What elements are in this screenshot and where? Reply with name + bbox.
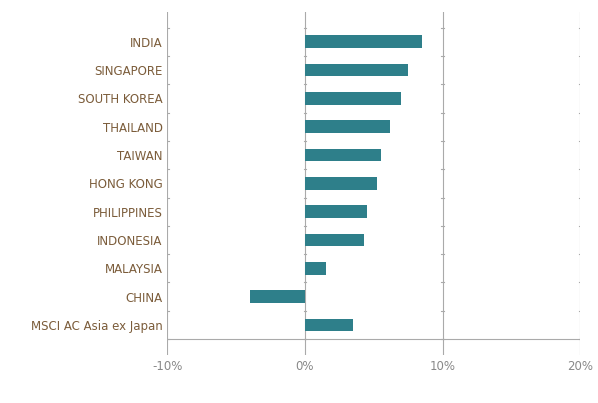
Bar (250, 290, 305, 303)
Bar (305, 177, 377, 190)
Bar (305, 64, 408, 77)
Bar (305, 234, 364, 246)
Bar (305, 92, 401, 105)
Bar (305, 149, 380, 162)
Bar (305, 120, 390, 133)
Bar (305, 318, 353, 331)
Bar (305, 262, 325, 275)
Bar (305, 205, 367, 218)
Bar (305, 35, 422, 48)
